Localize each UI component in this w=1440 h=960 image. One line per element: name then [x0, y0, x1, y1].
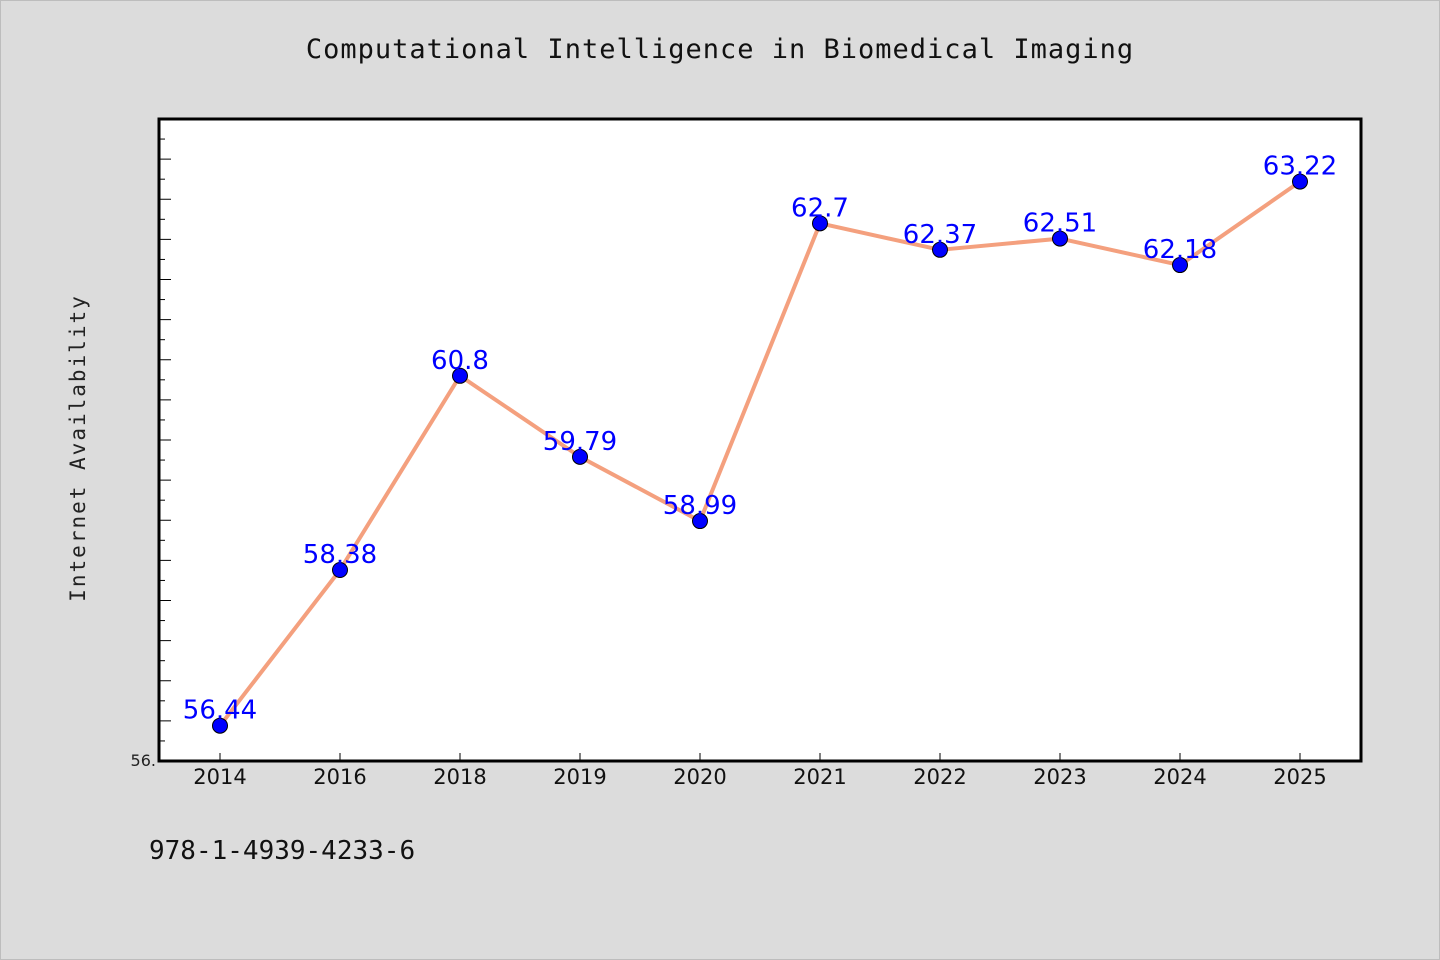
data-point	[812, 215, 828, 232]
x-tick-label: 2019	[553, 765, 606, 789]
data-point	[332, 562, 348, 579]
isbn-label: 978-1-4939-4233-6	[149, 836, 416, 866]
x-tick-label: 2022	[913, 765, 966, 789]
data-point	[1052, 230, 1068, 247]
plot-border	[157, 117, 1363, 763]
data-point	[1292, 173, 1308, 190]
data-label: 62.7	[791, 193, 849, 223]
series-layer	[212, 173, 1308, 734]
data-label: 62.18	[1143, 235, 1217, 265]
plot-area	[159, 119, 1361, 761]
data-label: 56.44	[183, 696, 257, 726]
x-tick-label: 2014	[193, 765, 246, 789]
y-tick-labels: 56.	[131, 751, 156, 770]
data-point	[212, 717, 228, 734]
chart-title: Computational Intelligence in Biomedical…	[305, 34, 1135, 65]
data-label: 62.37	[903, 220, 977, 250]
x-tick-label: 2024	[1153, 765, 1206, 789]
data-labels: 56.44 58.38 60.8 59.79 58.99 62.7 62.37 62.51 62…	[183, 152, 1337, 726]
x-tick-label: 2021	[793, 765, 846, 789]
data-point	[932, 241, 948, 258]
x-tick-label: 2016	[313, 765, 366, 789]
data-label: 58.38	[303, 540, 377, 570]
data-label: 63.22	[1263, 152, 1337, 182]
data-label: 59.79	[543, 427, 617, 457]
x-tick-label: 2025	[1273, 765, 1326, 789]
data-label: 58.99	[663, 491, 737, 521]
data-point	[1172, 257, 1188, 274]
data-point	[452, 367, 468, 384]
x-tick-label: 2020	[673, 765, 726, 789]
x-axis-ticks: 2014 2016 2018 2019 2020 2021 2022 2023 2024 2025	[193, 753, 1327, 789]
data-point	[572, 448, 588, 465]
y-tick-label: 56.	[131, 751, 156, 770]
x-tick-label: 2023	[1033, 765, 1086, 789]
data-label: 62.51	[1023, 209, 1097, 239]
series-line	[218, 179, 1302, 727]
data-point	[692, 513, 708, 530]
data-label: 60.8	[431, 346, 489, 376]
x-tick-label: 2018	[433, 765, 486, 789]
